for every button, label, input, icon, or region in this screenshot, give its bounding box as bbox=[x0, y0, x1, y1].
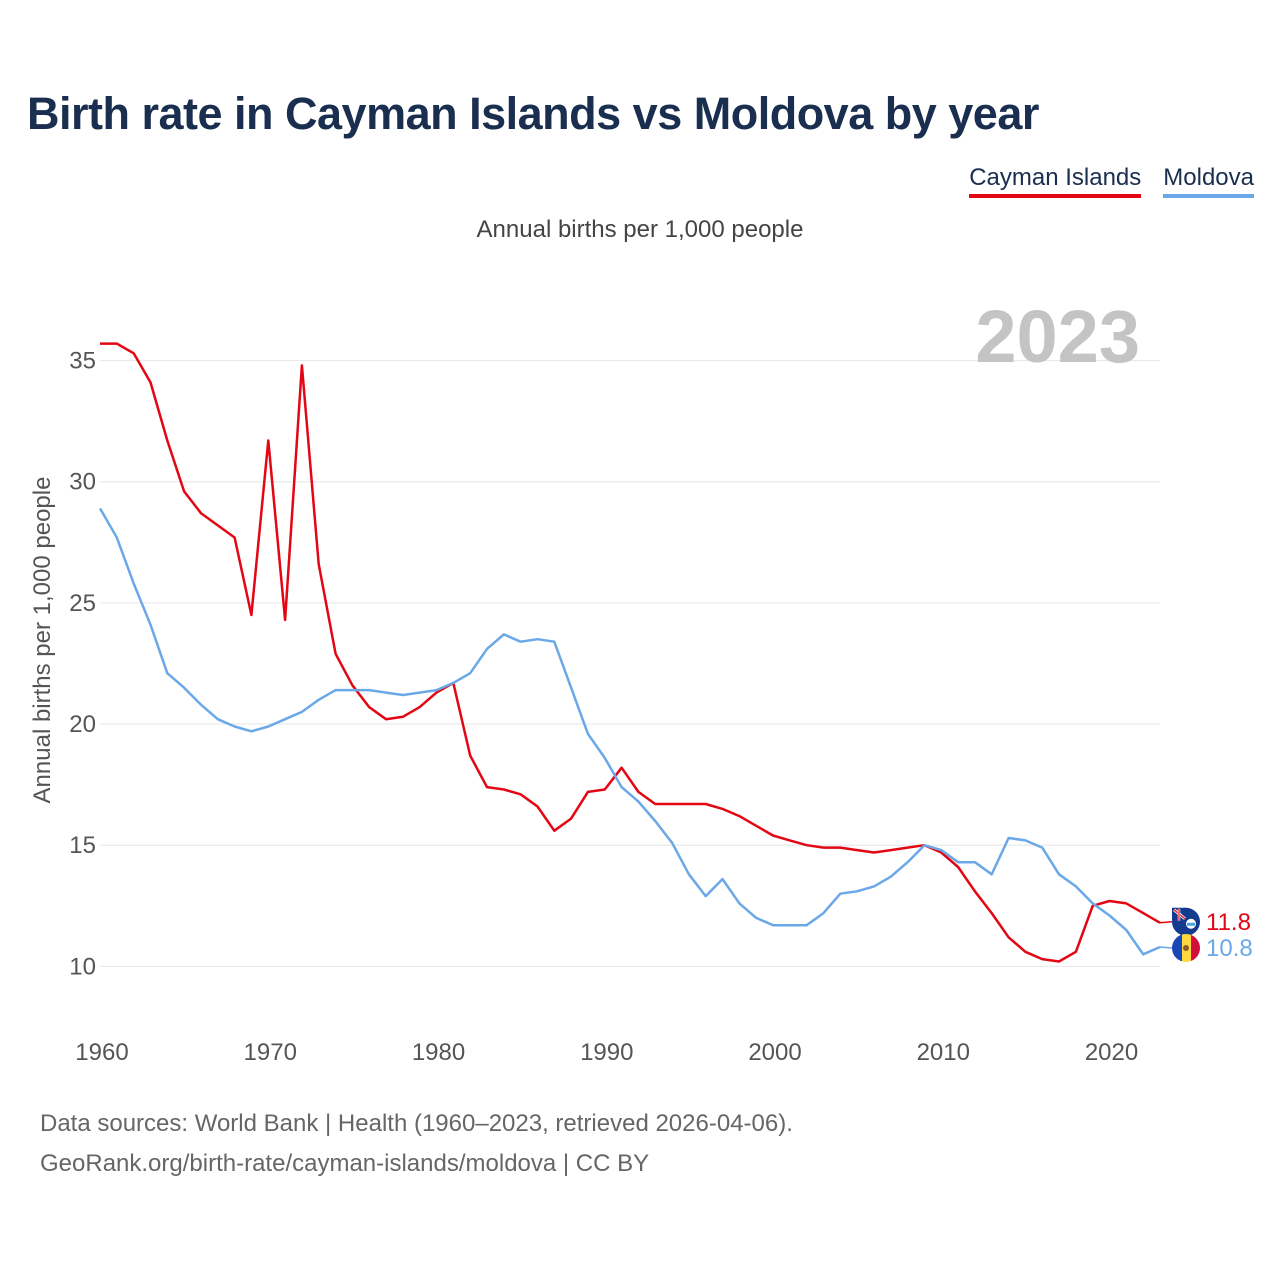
flag-icon-cayman-islands bbox=[1172, 907, 1200, 936]
chart-subtitle: Annual births per 1,000 people bbox=[476, 216, 804, 243]
x-tick-label-2020: 2020 bbox=[1085, 1039, 1138, 1066]
data-source-note: Data sources: World Bank | Health (1960–… bbox=[40, 1110, 793, 1137]
x-tick-label-1970: 1970 bbox=[244, 1039, 297, 1066]
y-tick-label-25: 25 bbox=[69, 590, 96, 617]
end-connector-moldova bbox=[1159, 946, 1173, 949]
y-axis-label: Annual births per 1,000 people bbox=[29, 477, 56, 804]
y-tick-label-10: 10 bbox=[69, 953, 96, 980]
x-tick-label-1960: 1960 bbox=[75, 1039, 128, 1066]
end-value-label-cayman-islands: 11.8 bbox=[1206, 909, 1251, 936]
chart-title: Birth rate in Cayman Islands vs Moldova … bbox=[27, 88, 1039, 139]
x-tick-label-1980: 1980 bbox=[412, 1039, 465, 1066]
legend-item-moldova[interactable]: Moldova bbox=[1163, 164, 1254, 198]
series-line-cayman-islands[interactable] bbox=[100, 342, 1161, 963]
end-value-label-moldova: 10.8 bbox=[1206, 935, 1253, 962]
footer: Data sources: World Bank | Health (1960–… bbox=[40, 1104, 793, 1184]
legend: Cayman Islands Moldova bbox=[969, 164, 1254, 198]
y-tick-label-15: 15 bbox=[69, 832, 96, 859]
x-tick-label-2000: 2000 bbox=[748, 1039, 801, 1066]
x-tick-label-2010: 2010 bbox=[917, 1039, 970, 1066]
year-watermark: 2023 bbox=[975, 295, 1140, 378]
y-tick-label-30: 30 bbox=[69, 469, 96, 496]
legend-item-cayman-islands[interactable]: Cayman Islands bbox=[969, 164, 1142, 198]
flag-icon-moldova bbox=[1172, 933, 1200, 962]
series-line-moldova[interactable] bbox=[98, 507, 1161, 956]
end-connector-cayman-islands bbox=[1159, 921, 1173, 924]
source-url[interactable]: GeoRank.org/birth-rate/cayman-islands/mo… bbox=[40, 1150, 650, 1177]
y-tick-label-35: 35 bbox=[69, 348, 96, 375]
y-tick-label-20: 20 bbox=[69, 711, 96, 738]
x-tick-label-1990: 1990 bbox=[580, 1039, 633, 1066]
